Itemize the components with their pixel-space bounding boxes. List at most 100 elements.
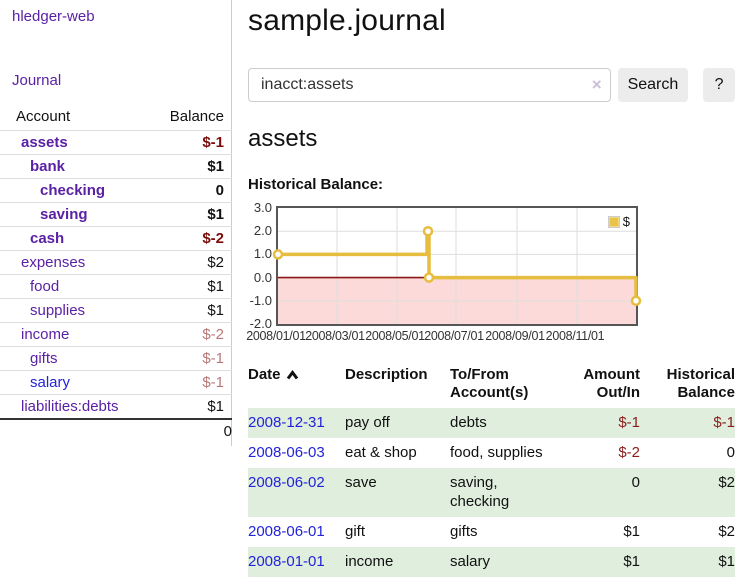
- historical-balance-chart: 3.0 2.0 1.0 0.0 -1.0 -2.0: [246, 200, 735, 346]
- search-input[interactable]: [248, 68, 611, 102]
- accounts-table: Account Balance assets $-1 bank $1 check…: [0, 104, 232, 443]
- account-heading: assets: [248, 125, 318, 152]
- account-balance: $-2: [152, 226, 232, 251]
- account-balance: $1: [152, 274, 232, 299]
- transaction-balance: 0: [726, 444, 735, 461]
- account-balance: $1: [152, 154, 232, 179]
- transaction-date-link[interactable]: 2008-06-03: [248, 444, 325, 461]
- x-tick-label: 2008/07/01: [424, 329, 484, 343]
- transaction-description: gift: [345, 523, 366, 540]
- account-link-checking[interactable]: checking: [40, 181, 106, 199]
- account-link-expenses[interactable]: expenses: [21, 253, 86, 271]
- register-header-amount-line2: Out/In: [596, 384, 640, 401]
- chart-canvas: [272, 208, 642, 324]
- account-link-bank[interactable]: bank: [30, 157, 66, 175]
- transaction-row: 2008-12-31 pay off debts $-1 $-1: [248, 408, 735, 438]
- account-balance: $-1: [152, 346, 232, 371]
- account-link-income[interactable]: income: [21, 325, 70, 343]
- transaction-date-link[interactable]: 2008-12-31: [248, 414, 325, 431]
- transaction-row: 2008-06-02 save saving, checking 0 $2: [248, 468, 735, 517]
- page-title: sample.journal: [248, 4, 446, 37]
- transaction-description: pay off: [345, 408, 450, 438]
- chart-title: Historical Balance:: [248, 176, 384, 193]
- register-header-description: Description: [345, 366, 428, 383]
- transaction-amount: $-2: [618, 444, 640, 461]
- transaction-row: 2008-06-03 eat & shop food, supplies $-2…: [248, 438, 735, 468]
- y-tick-label: -2.0: [249, 316, 272, 331]
- account-balance: $-2: [152, 322, 232, 347]
- register-table: Date Description To/From Account(s) Amou…: [248, 363, 735, 577]
- account-row: salary $-1: [0, 370, 232, 395]
- chart-legend: $: [606, 213, 631, 230]
- clear-search-icon[interactable]: ×: [591, 75, 602, 94]
- gridlines: [278, 208, 636, 324]
- search-form: × Search ?: [248, 68, 735, 102]
- sidebar-item-journal[interactable]: Journal: [12, 72, 62, 89]
- account-link-gifts[interactable]: gifts: [30, 349, 58, 367]
- register-header-tofrom-line2: Account(s): [450, 384, 529, 401]
- accounts-header-account: Account: [0, 104, 153, 131]
- account-row: bank $1: [0, 154, 232, 179]
- account-balance: $1: [207, 397, 224, 415]
- x-tick-label: 2008/11/01: [545, 329, 605, 343]
- legend-swatch-icon: [607, 215, 620, 228]
- sort-ascending-icon: [286, 367, 299, 385]
- account-link-salary[interactable]: salary: [30, 373, 71, 391]
- x-tick-label: 2008/03/01: [305, 329, 365, 343]
- account-link-supplies[interactable]: supplies: [30, 301, 86, 319]
- search-button[interactable]: Search: [617, 68, 689, 102]
- account-link-liabilities-debts[interactable]: liabilities:debts: [21, 397, 119, 415]
- account-link-cash[interactable]: cash: [30, 229, 65, 247]
- account-row: cash $-2: [0, 226, 232, 251]
- account-row: saving $1: [0, 202, 232, 227]
- transaction-date-link[interactable]: 2008-06-01: [248, 523, 325, 540]
- accounts-header-balance: Balance: [152, 104, 232, 131]
- account-link-saving[interactable]: saving: [40, 205, 88, 223]
- register-header-amount-line1: Amount: [583, 366, 640, 383]
- x-tick-label: 2008/01/01: [246, 329, 306, 343]
- brand-link[interactable]: hledger-web: [12, 8, 95, 25]
- register-header-historical: Historical Balance: [640, 363, 735, 408]
- account-row: food $1: [0, 274, 232, 299]
- account-row: supplies $1: [0, 298, 232, 323]
- transaction-accounts: food, supplies: [450, 444, 543, 461]
- help-button[interactable]: ?: [703, 68, 735, 102]
- account-row: income $-2: [0, 322, 232, 347]
- account-row: gifts $-1: [0, 346, 232, 371]
- account-balance: $2: [152, 250, 232, 275]
- y-tick-label: 3.0: [253, 200, 272, 215]
- account-balance: $1: [152, 202, 232, 227]
- transaction-balance: $1: [640, 547, 735, 577]
- transaction-accounts: saving, checking: [450, 468, 560, 517]
- register-header-tofrom: To/From Account(s): [450, 363, 560, 408]
- account-row: liabilities:debts $1: [0, 394, 232, 419]
- transaction-amount: $1: [560, 547, 640, 577]
- transaction-balance: $2: [718, 523, 735, 540]
- main-content: sample.journal × Search ? assets Histori…: [246, 0, 735, 577]
- chart-plot-area: $: [272, 206, 642, 326]
- account-link-food[interactable]: food: [30, 277, 60, 295]
- transaction-date-link[interactable]: 2008-06-02: [248, 474, 325, 491]
- register-header-historical-line2: Balance: [677, 384, 735, 401]
- transaction-amount: $-1: [560, 408, 640, 438]
- register-header-date[interactable]: Date: [248, 363, 345, 408]
- y-tick-label: -1.0: [249, 293, 272, 308]
- account-row: assets $-1: [0, 130, 232, 155]
- y-tick-label: 1.0: [253, 246, 272, 261]
- transaction-balance: $2: [640, 468, 735, 517]
- transaction-description: income: [345, 547, 450, 577]
- account-balance: $1: [152, 298, 232, 323]
- data-point-markers: [272, 225, 642, 307]
- accounts-total-row: 0: [0, 417, 232, 443]
- legend-label: $: [622, 214, 630, 229]
- search-input-wrap: ×: [248, 68, 611, 102]
- y-tick-label: 2.0: [253, 223, 272, 238]
- x-tick-label: 2008/09/01: [485, 329, 545, 343]
- transaction-row: 2008-01-01 income salary $1 $1: [248, 547, 735, 577]
- transaction-date-link[interactable]: 2008-01-01: [248, 553, 325, 570]
- transaction-description: eat & shop: [345, 444, 417, 461]
- x-tick-label: 2008/05/01: [365, 329, 425, 343]
- accounts-total: 0: [152, 417, 232, 443]
- register-header-tofrom-line1: To/From: [450, 366, 509, 383]
- account-link-assets[interactable]: assets: [21, 133, 68, 151]
